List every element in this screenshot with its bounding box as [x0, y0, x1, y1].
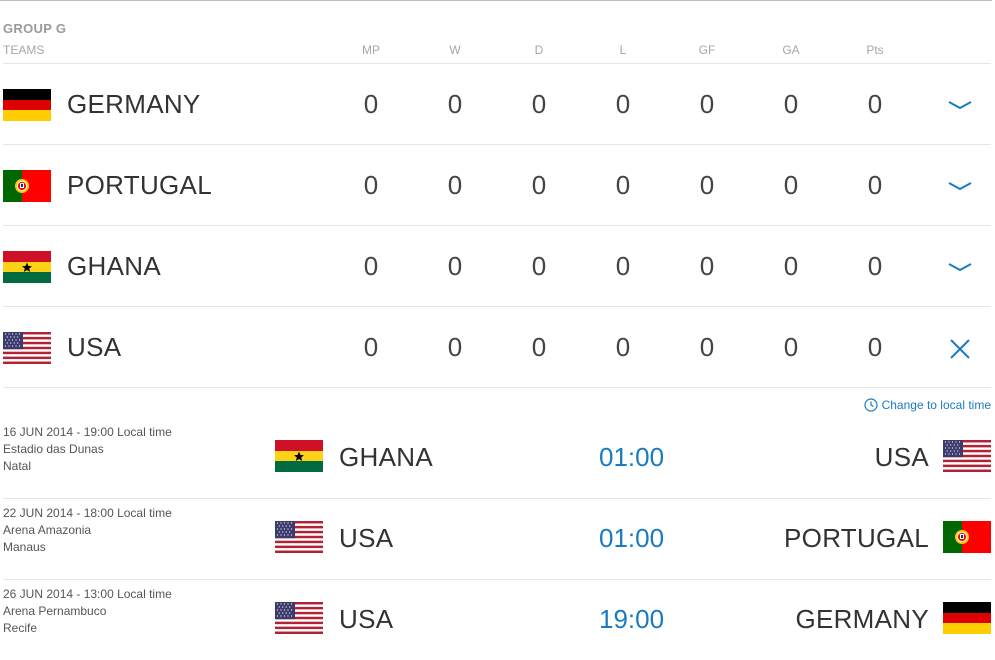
team-row[interactable]: PORTUGAL 0 0 0 0 0 0 0: [3, 145, 991, 225]
stat-ga: 0: [783, 170, 799, 200]
column-header-pts: Pts: [866, 43, 884, 57]
ghana-flag: [275, 440, 323, 472]
match-row[interactable]: 22 JUN 2014 - 18:00 Local time Arena Ama…: [3, 499, 991, 579]
match-divider: [3, 579, 991, 580]
match-row[interactable]: 26 JUN 2014 - 13:00 Local time Arena Per…: [3, 580, 991, 660]
stat-mp: 0: [363, 89, 379, 119]
team-name: PORTUGAL: [67, 170, 212, 200]
row-divider: [3, 225, 991, 226]
column-header-ga: GA: [782, 43, 800, 57]
usa-flag: [275, 602, 323, 634]
stat-mp: 0: [363, 332, 379, 362]
stat-ga: 0: [783, 251, 799, 281]
header-divider: [3, 63, 991, 64]
stat-gf: 0: [699, 251, 715, 281]
portugal-flag: [943, 521, 991, 553]
match-city: Natal: [3, 459, 32, 473]
team-row[interactable]: USA 0 0 0 0 0 0 0: [3, 307, 991, 387]
stat-gf: 0: [699, 332, 715, 362]
stat-w: 0: [447, 170, 463, 200]
match-date: 16 JUN 2014 - 19:00 Local time: [3, 425, 172, 439]
away-team-name: GERMANY: [795, 604, 929, 634]
stat-l: 0: [615, 251, 631, 281]
match-time: 19:00: [599, 604, 665, 634]
close-icon[interactable]: [947, 336, 973, 362]
stat-mp: 0: [363, 251, 379, 281]
match-info: 16 JUN 2014 - 19:00 Local time Estadio d…: [3, 424, 172, 475]
column-header-l: L: [619, 43, 627, 57]
chevron-down-icon[interactable]: [947, 174, 973, 200]
stat-mp: 0: [363, 170, 379, 200]
match-city: Manaus: [3, 540, 46, 554]
germany-flag: [3, 89, 51, 121]
away-team-name: PORTUGAL: [784, 523, 929, 553]
team-name: USA: [67, 332, 122, 362]
column-header-gf: GF: [698, 43, 716, 57]
match-row[interactable]: 16 JUN 2014 - 19:00 Local time Estadio d…: [3, 418, 991, 498]
ghana-flag: [3, 251, 51, 283]
clock-icon: [863, 398, 878, 415]
stat-w: 0: [447, 89, 463, 119]
match-date: 22 JUN 2014 - 18:00 Local time: [3, 506, 172, 520]
column-header-w: W: [449, 43, 461, 57]
match-info: 26 JUN 2014 - 13:00 Local time Arena Per…: [3, 586, 172, 637]
stat-gf: 0: [699, 89, 715, 119]
away-team-name: USA: [874, 442, 929, 472]
match-time: 01:00: [599, 442, 665, 472]
germany-flag: [943, 602, 991, 634]
match-city: Recife: [3, 621, 38, 635]
stat-l: 0: [615, 89, 631, 119]
stat-l: 0: [615, 170, 631, 200]
stat-ga: 0: [783, 332, 799, 362]
column-header-d: D: [534, 43, 544, 57]
match-stadium: Arena Pernambuco: [3, 604, 107, 618]
home-team-name: GHANA: [339, 442, 433, 472]
chevron-down-icon[interactable]: [947, 255, 973, 281]
home-team-name: USA: [339, 604, 394, 634]
home-team-name: USA: [339, 523, 394, 553]
usa-flag: [275, 521, 323, 553]
portugal-flag: [3, 170, 51, 202]
team-row[interactable]: GHANA 0 0 0 0 0 0 0: [3, 226, 991, 306]
usa-flag: [943, 440, 991, 472]
match-date: 26 JUN 2014 - 13:00 Local time: [3, 587, 172, 601]
stat-l: 0: [615, 332, 631, 362]
team-name: GHANA: [67, 251, 161, 281]
chevron-down-icon[interactable]: [947, 93, 973, 119]
usa-flag: [3, 332, 51, 364]
stat-d: 0: [531, 332, 547, 362]
change-local-time-label: Change to local time: [881, 398, 991, 412]
row-divider: [3, 306, 991, 307]
match-stadium: Arena Amazonia: [3, 523, 92, 537]
match-info: 22 JUN 2014 - 18:00 Local time Arena Ama…: [3, 505, 172, 556]
change-local-time-link[interactable]: Change to local time: [863, 395, 991, 415]
stat-w: 0: [447, 332, 463, 362]
stat-pts: 0: [867, 170, 883, 200]
stat-w: 0: [447, 251, 463, 281]
standings-header: TEAMS MP W D L GF GA Pts: [3, 43, 991, 63]
column-header-mp: MP: [362, 43, 380, 57]
stat-d: 0: [531, 89, 547, 119]
stat-pts: 0: [867, 251, 883, 281]
stat-pts: 0: [867, 89, 883, 119]
stat-ga: 0: [783, 89, 799, 119]
group-title: GROUP G: [3, 21, 67, 36]
team-row[interactable]: GERMANY 0 0 0 0 0 0 0: [3, 64, 991, 144]
match-time: 01:00: [599, 523, 665, 553]
match-divider: [3, 498, 991, 499]
team-name: GERMANY: [67, 89, 201, 119]
stat-d: 0: [531, 170, 547, 200]
match-stadium: Estadio das Dunas: [3, 442, 104, 456]
stat-gf: 0: [699, 170, 715, 200]
row-divider: [3, 387, 991, 388]
stat-d: 0: [531, 251, 547, 281]
teams-column-header: TEAMS: [3, 43, 45, 57]
top-divider: [0, 0, 992, 1]
row-divider: [3, 144, 991, 145]
stat-pts: 0: [867, 332, 883, 362]
